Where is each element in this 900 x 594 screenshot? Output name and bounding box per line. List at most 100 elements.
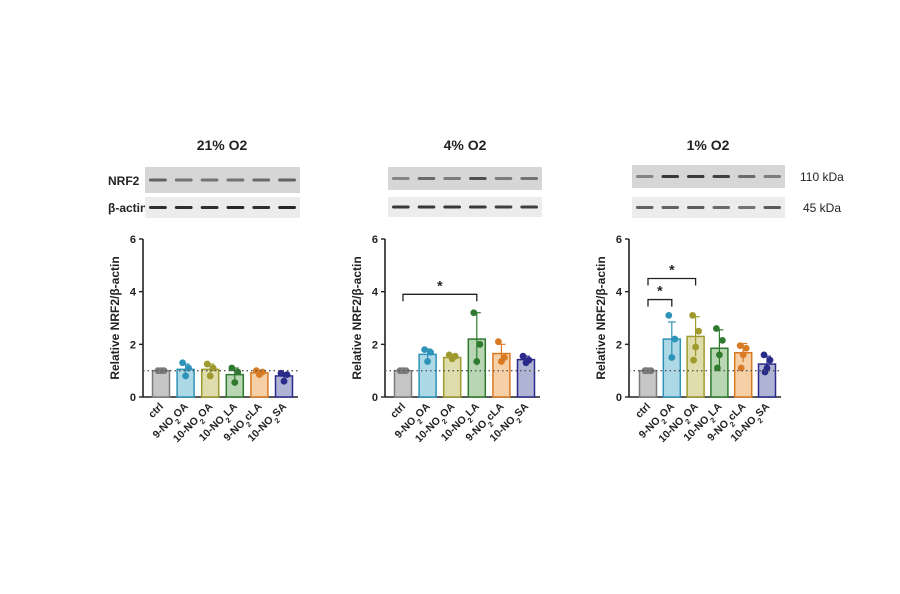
data-point [665,311,673,319]
data-point [185,364,193,372]
blot-nrf2 [632,165,785,188]
blot-nrf2 [145,167,300,193]
y-tick-label: 0 [372,392,378,404]
blot-band-nrf2 [443,177,461,180]
blot-actin [632,197,785,218]
data-point [760,351,768,359]
kda-label-actin: 45 kDa [803,201,841,215]
blot-band-nrf2 [417,177,436,180]
blot-band-nrf2 [636,175,654,178]
blot-band-nrf2 [392,177,410,180]
data-point [714,364,721,372]
blot-band-actin [636,206,654,209]
data-point [642,367,650,375]
blot-band-nrf2 [712,175,730,178]
kda-label-nrf2: 110 kDa [800,170,844,184]
data-point [256,371,263,379]
significance-bracket [647,298,673,307]
blot-band-actin [494,205,513,209]
y-tick-label: 4 [130,287,137,299]
data-point [424,358,431,365]
data-point [671,335,679,343]
data-point [495,338,502,346]
data-point [737,364,745,372]
data-point [766,356,774,364]
data-point [690,356,697,364]
bar-10-NO2OA [442,356,462,398]
blot-band-actin [687,206,705,209]
data-point [498,358,505,365]
y-axis-label: Relative NRF2/β-actin [594,256,608,379]
blot-band-actin [252,206,271,209]
blot-band-actin [417,205,436,209]
y-tick-label: 0 [130,392,136,404]
category-label: ctrl [388,401,408,421]
bar-ctrl [393,369,413,398]
data-point [713,325,720,332]
category-label: ctrl [146,401,166,421]
data-point [719,336,726,344]
data-point [182,372,190,380]
data-point [716,351,723,359]
blot-actin [388,197,542,217]
blot-band-nrf2 [252,178,271,182]
y-tick-label: 4 [616,287,623,299]
panel-title-1: 1% O2 [687,137,730,153]
y-tick-label: 4 [372,287,379,299]
blot-nrf2 [388,167,542,190]
significance-star: * [669,262,675,278]
blot-band-actin [226,206,245,209]
significance-bracket [647,277,697,286]
blot-band-nrf2 [763,175,781,178]
data-point [519,352,527,360]
y-tick-label: 2 [372,339,378,351]
significance-star: * [657,283,663,299]
significance-bracket [402,293,478,302]
blot-band-actin [149,206,167,209]
bar-ctrl [151,369,171,398]
blot-band-actin [763,206,781,209]
data-point [476,340,484,348]
blot-band-actin [661,206,679,209]
data-point [179,359,187,367]
blot-band-nrf2 [738,175,756,178]
blot-band-nrf2 [200,178,219,182]
data-point [209,364,217,372]
data-point [206,372,214,380]
data-point [231,379,239,386]
blot-band-actin [174,206,193,209]
data-point [695,327,702,335]
panel-title-21: 21% O2 [197,137,248,153]
y-tick-label: 2 [130,339,136,351]
blot-band-actin [738,206,756,209]
blot-band-nrf2 [469,177,487,180]
data-point [668,354,676,361]
data-point [234,368,242,376]
blot-label-actin: β-actin [108,201,147,215]
blot-band-actin [520,205,538,209]
blot-band-actin [469,205,487,209]
data-point [739,351,747,359]
blot-band-actin [278,206,296,209]
data-point [280,377,288,385]
bar-ctrl [638,369,658,398]
y-tick-label: 2 [616,339,622,351]
y-axis-label: Relative NRF2/β-actin [350,256,364,379]
significance-star: * [437,277,443,293]
data-point [692,343,699,351]
data-point [761,368,769,376]
y-tick-label: 6 [130,234,136,246]
blot-band-nrf2 [278,178,296,182]
blot-band-actin [392,205,410,209]
data-point [448,355,456,363]
y-axis-label: Relative NRF2/β-actin [108,256,122,379]
y-tick-label: 6 [616,234,622,246]
blot-band-actin [443,205,461,209]
data-point [470,309,478,317]
blot-band-nrf2 [520,177,538,180]
data-point [742,344,750,352]
data-point [421,346,428,353]
